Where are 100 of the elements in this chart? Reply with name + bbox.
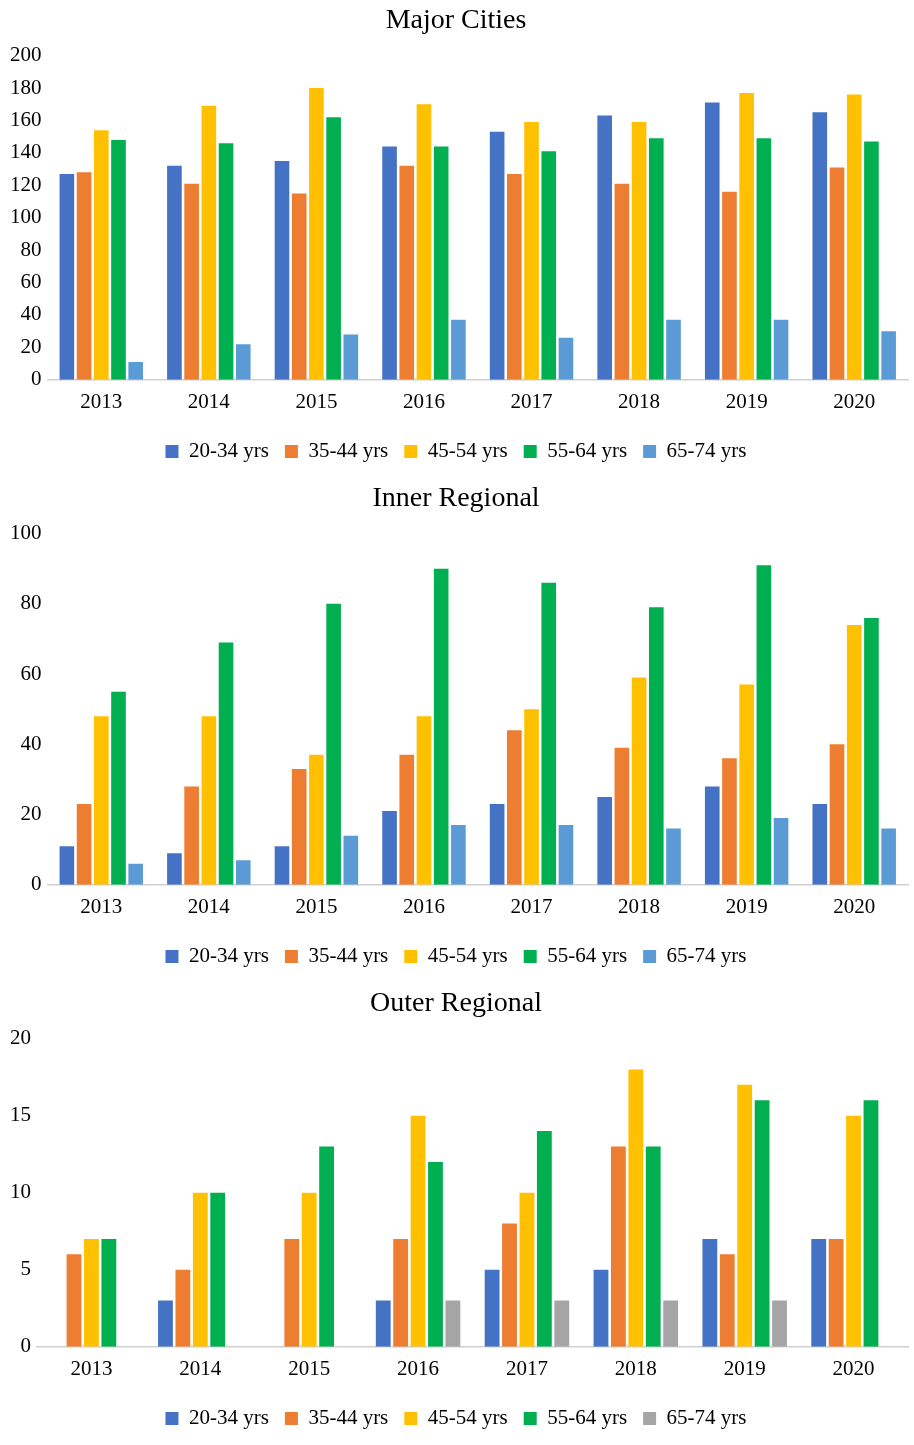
bar: [84, 1238, 99, 1347]
bar: [524, 709, 539, 885]
legend-label: 45-54 yrs: [427, 943, 508, 968]
bar: [558, 825, 574, 885]
bar: [610, 1146, 626, 1347]
bar: [666, 319, 681, 380]
bar: [631, 677, 647, 885]
bar: [645, 1146, 661, 1347]
chart-title: Outer Regional: [370, 986, 543, 1018]
x-tick-label: 2016: [402, 893, 445, 918]
bar: [235, 344, 251, 380]
x-tick-label: 2019: [725, 388, 768, 413]
bar: [101, 1238, 117, 1347]
bar: [167, 853, 182, 885]
y-tick-label: 120: [10, 171, 42, 196]
bar: [433, 568, 449, 885]
legend-label: 45-54 yrs: [427, 1405, 508, 1430]
bar: [184, 183, 199, 380]
legend-label: 55-64 yrs: [547, 438, 628, 463]
legend-label: 45-54 yrs: [427, 438, 508, 463]
bar: [702, 1238, 718, 1347]
bar: [754, 1100, 770, 1347]
bar: [722, 758, 737, 885]
x-tick-label: 2018: [618, 388, 661, 413]
legend-label: 20-34 yrs: [188, 438, 269, 463]
bar: [433, 146, 449, 380]
bar: [235, 860, 251, 885]
bar: [59, 846, 75, 885]
y-tick-label: 5: [20, 1256, 31, 1281]
bar: [451, 825, 466, 885]
bar: [828, 1238, 844, 1347]
bar: [536, 1131, 552, 1347]
x-tick-label: 2017: [505, 1355, 548, 1380]
bar: [737, 1084, 753, 1347]
bar: [558, 337, 574, 380]
x-tick-label: 2014: [187, 893, 231, 918]
bar: [326, 603, 341, 885]
x-tick-label: 2015: [288, 1355, 331, 1380]
bar: [128, 863, 144, 885]
x-tick-label: 2016: [397, 1355, 440, 1380]
y-tick-label: 140: [10, 139, 42, 164]
bar: [66, 1254, 82, 1347]
bar: [319, 1146, 335, 1347]
bar: [326, 117, 341, 380]
bar: [648, 138, 664, 380]
y-tick-label: 0: [31, 366, 42, 391]
x-tick-label: 2016: [402, 388, 445, 413]
bar: [648, 607, 664, 885]
bar: [722, 191, 737, 380]
bar: [489, 804, 505, 885]
bar: [812, 112, 828, 380]
bar: [846, 1115, 861, 1347]
bar: [410, 1115, 426, 1347]
bar: [846, 624, 862, 885]
bar: [881, 331, 896, 380]
bar: [291, 193, 307, 380]
bar: [274, 846, 290, 885]
bar: [343, 334, 359, 380]
y-tick-label: 160: [10, 106, 42, 131]
bar: [663, 1300, 679, 1347]
bar: [597, 797, 612, 885]
y-tick-label: 20: [20, 333, 42, 358]
bar: [343, 835, 359, 885]
bar: [451, 319, 466, 380]
bar: [382, 146, 397, 380]
bar: [218, 642, 234, 885]
bar: [739, 92, 754, 380]
bar: [863, 1100, 879, 1347]
x-tick-label: 2013: [80, 893, 123, 918]
x-tick-label: 2014: [179, 1355, 222, 1380]
x-tick-label: 2013: [70, 1355, 113, 1380]
bar: [614, 747, 630, 885]
bar: [864, 141, 879, 380]
bar: [502, 1223, 517, 1347]
y-tick-label: 40: [20, 301, 42, 326]
x-tick-label: 2018: [618, 893, 661, 918]
bar: [158, 1300, 173, 1347]
bar: [309, 88, 324, 380]
bar: [719, 1254, 735, 1347]
bar: [59, 173, 75, 380]
y-tick-label: 10: [10, 1179, 31, 1204]
bar: [507, 730, 522, 885]
bar: [111, 691, 126, 885]
legend-label: 20-34 yrs: [188, 943, 269, 968]
bar: [704, 102, 720, 380]
x-tick-label: 2019: [723, 1355, 766, 1380]
bar: [484, 1269, 500, 1347]
y-tick-label: 180: [10, 74, 42, 99]
bar: [301, 1192, 317, 1347]
legend-label: 35-44 yrs: [308, 1405, 389, 1430]
bar: [864, 617, 879, 885]
bar: [541, 582, 557, 885]
bar: [399, 165, 415, 380]
legend-label: 65-74 yrs: [666, 1405, 747, 1430]
bar: [284, 1238, 300, 1347]
x-tick-label: 2015: [295, 893, 338, 918]
bar: [881, 828, 896, 885]
x-tick-label: 2020: [833, 893, 876, 918]
legend-label: 65-74 yrs: [666, 438, 747, 463]
bar: [524, 122, 539, 380]
